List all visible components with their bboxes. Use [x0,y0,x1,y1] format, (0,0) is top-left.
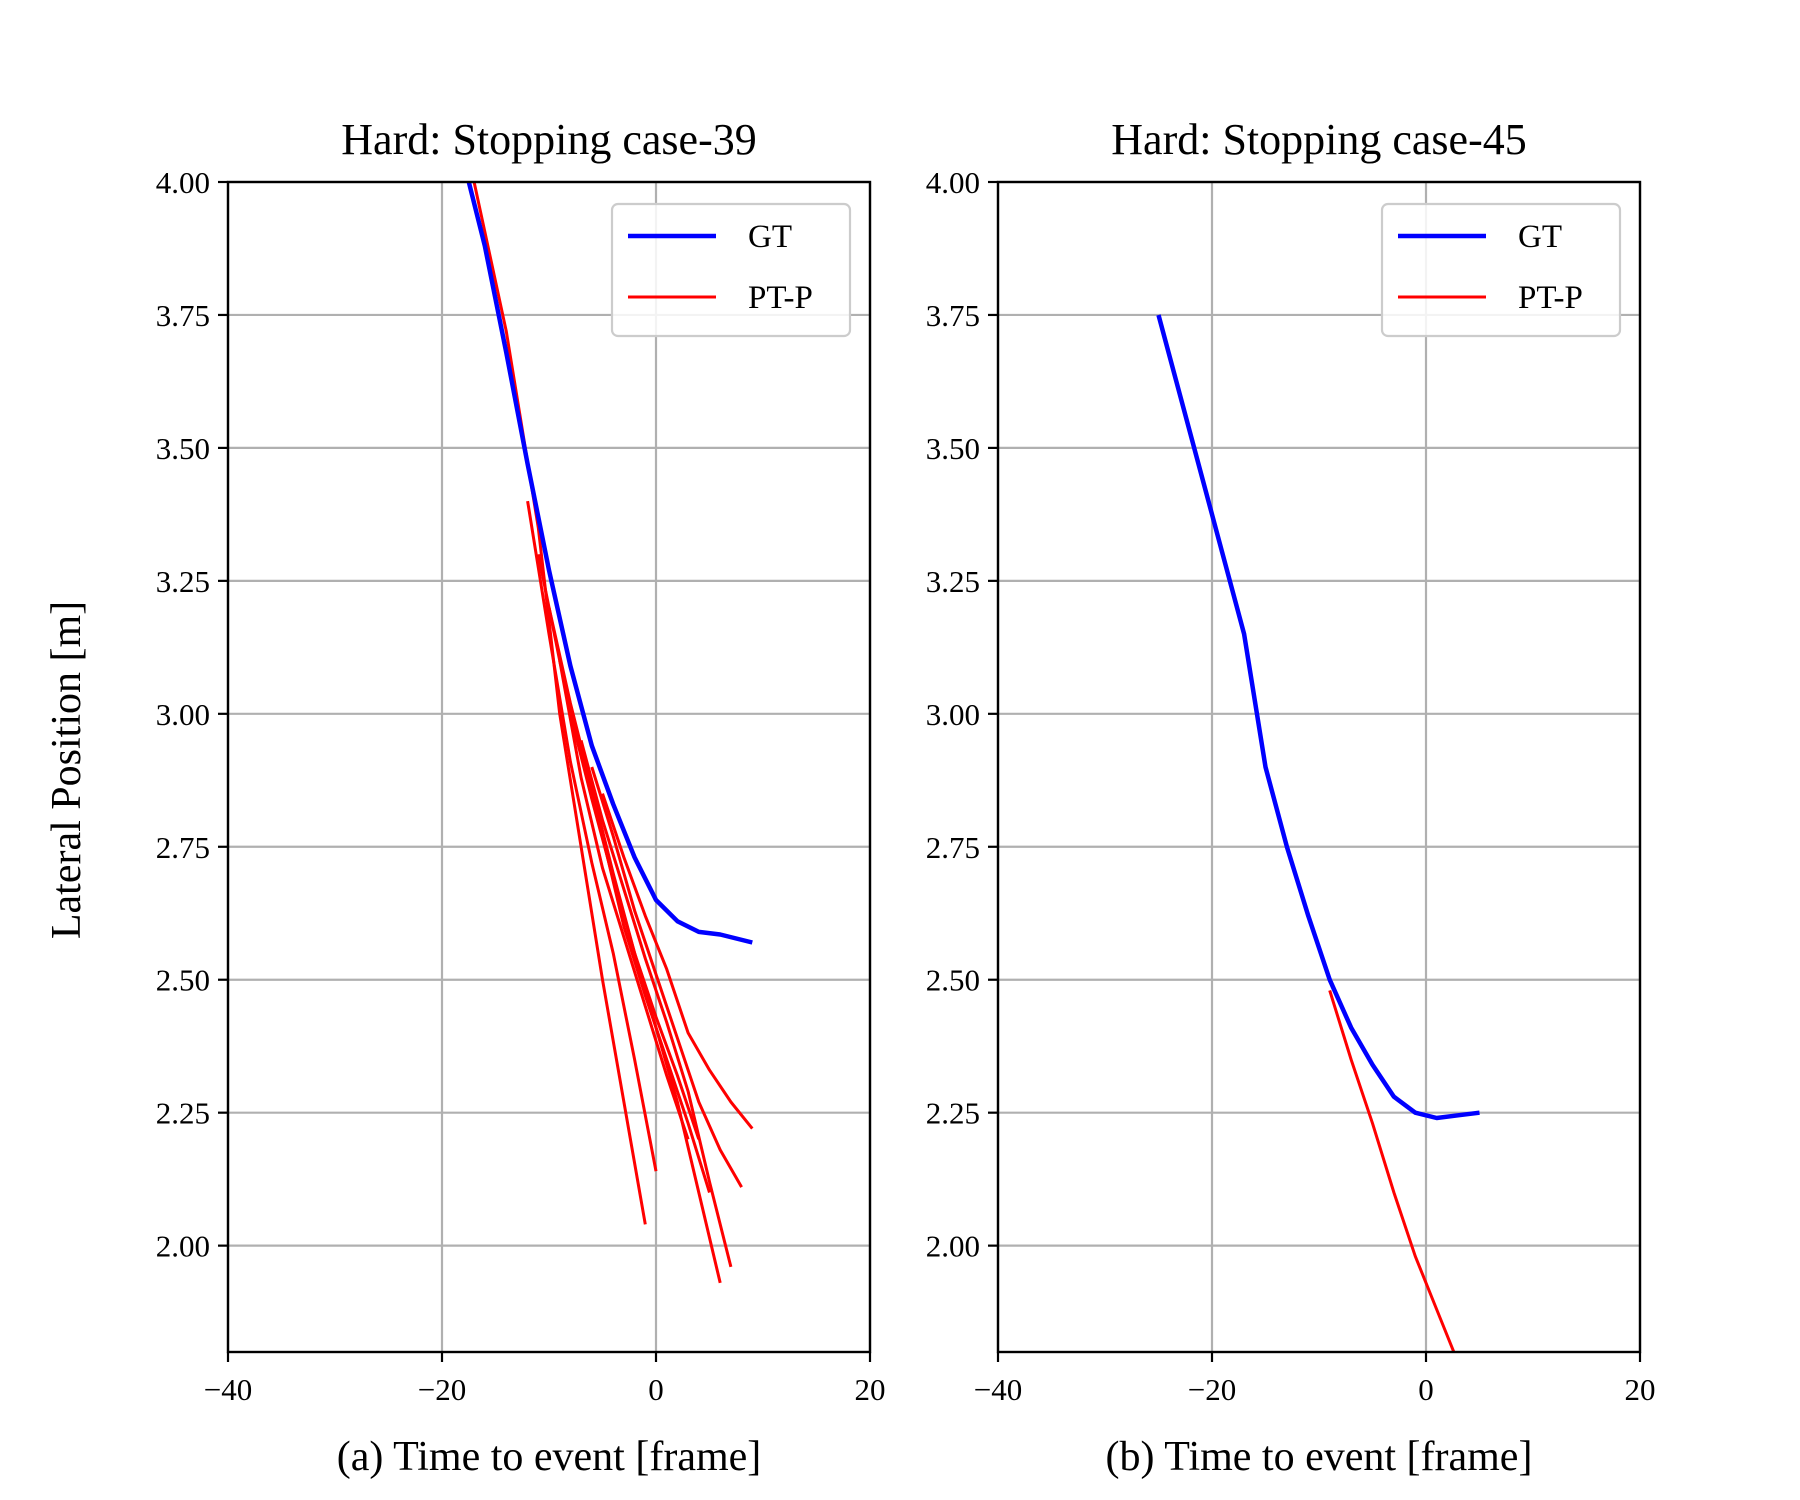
chart-panel-b: −40 −20 0 20 2.00 2.25 2.50 2.75 3.00 3.25 3.50 3.7… [926,115,1656,1480]
plot-area [466,182,754,1284]
gt-line [1156,314,1480,1121]
ticks: −40 −20 0 20 2.00 2.25 2.50 2.75 3.00 3.25 3.50 3.7… [156,165,886,1407]
y-tick-label: 2.50 [926,963,980,998]
ticks: −40 −20 0 20 2.00 2.25 2.50 2.75 3.00 3.25 3.50 3.7… [926,165,1656,1407]
legend-box [610,202,852,338]
pt-p-line [1328,989,1456,1352]
legend-label: PT-P [1518,280,1583,316]
y-tick-label: 4.00 [156,165,210,200]
figure-y-axis-label: Lateral Position [m] [44,601,90,939]
x-tick-label: 20 [855,1372,886,1407]
pt-p-line [472,182,647,1225]
x-tick-label: 0 [1418,1372,1434,1407]
legend-label: GT [748,219,792,255]
legend-box [1380,202,1622,338]
y-tick-label: 3.00 [926,697,980,732]
y-tick-label: 2.50 [156,963,210,998]
pt-p-line [568,713,722,1284]
y-tick-label: 2.25 [156,1096,210,1131]
chart-title: Hard: Stopping case-39 [341,115,756,164]
y-tick-label: 3.00 [156,697,210,732]
grid [996,180,1642,1352]
legend-label: PT-P [748,280,813,316]
y-tick-label: 3.50 [926,431,980,466]
pt-p-line [526,500,658,1172]
y-tick-label: 2.75 [156,830,210,865]
pt-p-line [590,766,743,1188]
legend: GT PT-P [1380,202,1622,338]
y-tick-label: 2.00 [926,1229,980,1264]
y-tick-label: 2.75 [926,830,980,865]
x-tick-label: 0 [648,1372,664,1407]
x-tick-label: −40 [974,1372,1022,1407]
legend-label: GT [1518,219,1562,255]
pt-p-line [601,793,754,1130]
y-tick-label: 3.50 [156,431,210,466]
y-tick-label: 3.75 [156,298,210,333]
axes-frame [226,180,872,1354]
plot-area [1156,314,1480,1352]
y-tick-label: 2.25 [926,1096,980,1131]
y-tick-label: 4.00 [926,165,980,200]
gt-line [466,182,753,945]
chart-title: Hard: Stopping case-45 [1111,115,1526,164]
legend: GT PT-P [610,202,852,338]
x-tick-label: 20 [1625,1372,1656,1407]
axes-frame [996,180,1642,1354]
y-tick-label: 3.25 [156,564,210,599]
y-tick-label: 2.00 [156,1229,210,1264]
x-axis-label: (a) Time to event [frame] [337,1434,762,1480]
x-tick-label: −20 [1188,1372,1236,1407]
grid [226,180,872,1352]
x-tick-label: −40 [204,1372,252,1407]
pt-p-line [579,740,733,1268]
y-tick-label: 3.25 [926,564,980,599]
x-tick-label: −20 [418,1372,466,1407]
chart-panel-a: −40 −20 0 20 2.00 2.25 2.50 2.75 3.00 3.25 3.50 3.7… [156,115,886,1480]
y-tick-label: 3.75 [926,298,980,333]
x-axis-label: (b) Time to event [frame] [1106,1434,1533,1480]
